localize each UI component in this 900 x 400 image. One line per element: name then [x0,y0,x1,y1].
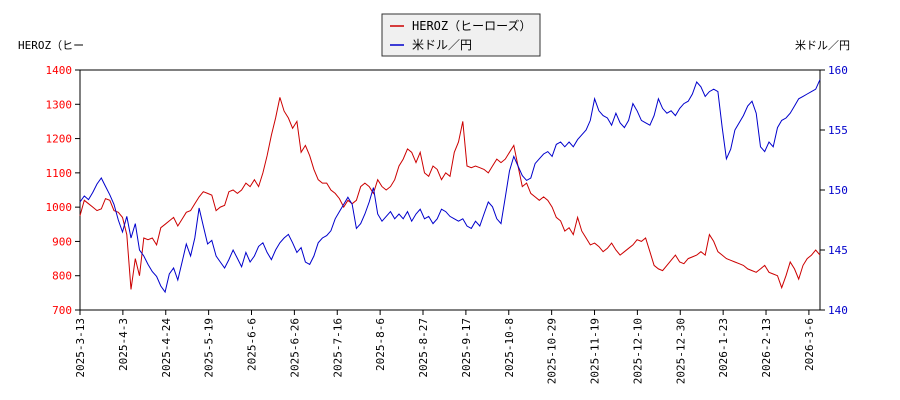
left-tick-label: 700 [52,304,72,317]
x-tick-label: 2025-11-19 [589,318,602,384]
series-line-heroz [79,97,821,290]
right-axis-title: 米ドル／円 [795,39,850,52]
left-tick-label: 1000 [46,201,73,214]
right-tick-label: 145 [828,244,848,257]
x-tick-label: 2025-5-19 [203,318,216,378]
x-tick-label: 2026-3-6 [803,318,816,371]
x-tick-label: 2025-12-30 [674,318,687,384]
right-tick-label: 140 [828,304,848,317]
plot-border [79,69,821,311]
x-tick-label: 2025-8-27 [417,318,430,378]
x-tick-label: 2025-6-6 [246,318,259,371]
right-tick-label: 155 [828,124,848,137]
x-tick-label: 2025-12-10 [631,318,644,384]
legend-label-usdjpy: 米ドル／円 [412,38,472,52]
x-tick-label: 2025-10-8 [503,318,516,378]
right-tick-label: 150 [828,184,848,197]
x-tick-label: 2025-8-6 [374,318,387,371]
x-tick-label: 2025-9-17 [460,318,473,378]
x-tick-label: 2025-10-29 [546,318,559,384]
left-tick-label: 800 [52,270,72,283]
left-tick-label: 1200 [46,133,73,146]
x-tick-label: 2025-7-16 [331,318,344,378]
x-tick-label: 2025-4-24 [160,318,173,378]
left-y-axis: 700 800 900 1000 1100 1200 1300 1400 [46,64,80,317]
plot-area [79,69,821,311]
left-tick-label: 900 [52,235,72,248]
x-tick-label: 2025-3-13 [74,318,87,378]
left-tick-label: 1300 [46,98,73,111]
x-tick-label: 2025-4-3 [117,318,130,371]
legend: HEROZ（ヒーローズ） 米ドル／円 [381,13,541,57]
legend-label-heroz: HEROZ（ヒーローズ） [412,18,532,33]
right-y-axis: 140 145 150 155 160 [820,64,848,317]
left-tick-label: 1400 [46,64,73,77]
x-tick-label: 2025-6-26 [288,318,301,378]
right-tick-label: 160 [828,64,848,77]
left-tick-label: 1100 [46,167,73,180]
legend-box [381,13,541,57]
series-line-usdjpy [79,79,821,294]
x-tick-label: 2026-1-23 [717,318,730,378]
x-axis: 2025-3-13 2025-4-3 2025-4-24 2025-5-19 2025-… [74,310,816,384]
series-layer [79,79,821,294]
left-axis-title: HEROZ（ヒー [18,39,84,52]
x-tick-label: 2026-2-13 [760,318,773,378]
